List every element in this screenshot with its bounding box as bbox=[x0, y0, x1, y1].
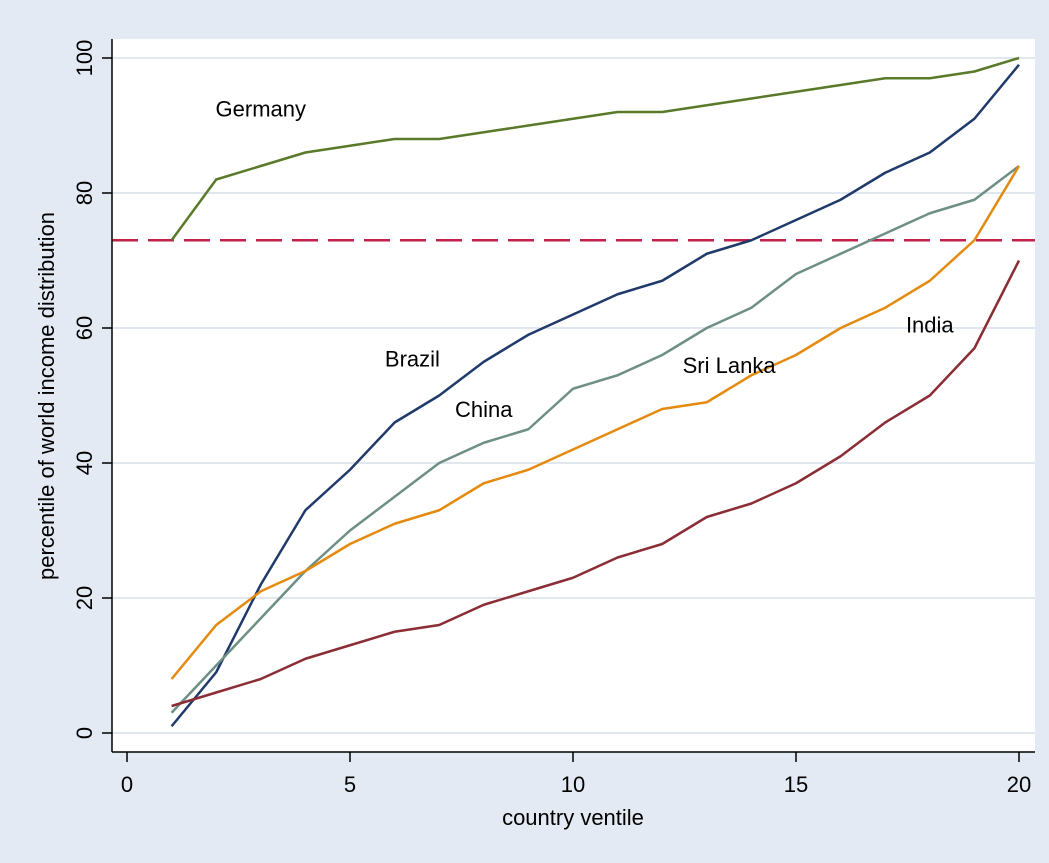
x-tick-label: 20 bbox=[1007, 772, 1031, 797]
y-tick-label: 40 bbox=[72, 451, 97, 475]
series-label-brazil: Brazil bbox=[385, 346, 440, 371]
series-line-china bbox=[170, 165, 1020, 714]
x-tick-label: 10 bbox=[561, 772, 585, 797]
series-label-india: India bbox=[906, 313, 954, 338]
series-label-germany: Germany bbox=[216, 97, 306, 122]
y-tick-label: 20 bbox=[72, 586, 97, 610]
x-tick-label: 0 bbox=[121, 772, 133, 797]
y-axis-title: percentile of world income distribution bbox=[34, 212, 59, 580]
x-tick-label: 15 bbox=[784, 772, 808, 797]
series-line-germany bbox=[170, 56, 1020, 241]
series-line-india bbox=[171, 259, 1021, 708]
x-axis-title: country ventile bbox=[502, 805, 644, 830]
series-labels: Germany Brazil China Sri Lanka India bbox=[216, 97, 955, 422]
plot-area-background bbox=[112, 39, 1035, 752]
x-axis-ticks: 0 5 10 15 20 bbox=[121, 752, 1031, 797]
y-tick-label: 100 bbox=[72, 40, 97, 77]
series-line-brazil bbox=[170, 63, 1020, 728]
series-label-china: China bbox=[455, 397, 513, 422]
y-tick-label: 60 bbox=[72, 316, 97, 340]
x-tick-label: 5 bbox=[344, 772, 356, 797]
series-line-sri-lanka bbox=[170, 165, 1021, 680]
y-tick-label: 80 bbox=[72, 181, 97, 205]
gridlines bbox=[112, 57, 1035, 734]
y-tick-label: 0 bbox=[72, 727, 97, 739]
series-label-sri-lanka: Sri Lanka bbox=[683, 353, 777, 378]
series-lines bbox=[170, 56, 1021, 728]
y-axis-ticks: 0 20 40 60 80 100 bbox=[72, 40, 112, 739]
